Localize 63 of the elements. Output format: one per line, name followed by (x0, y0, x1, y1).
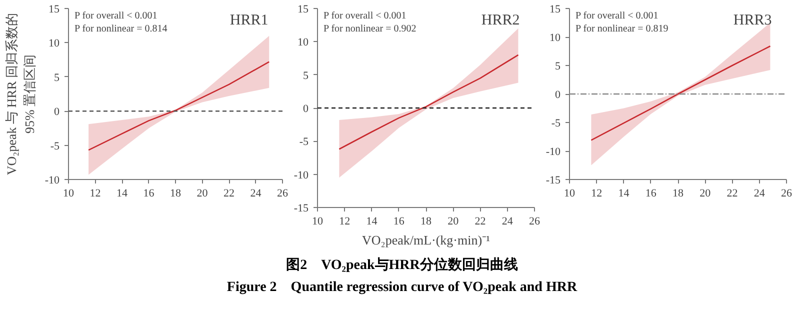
y-tick-label: -10 (294, 169, 309, 182)
y-tick-label: -5 (299, 136, 309, 148)
x-tick-label: 12 (591, 188, 602, 200)
x-tick-label: 20 (196, 188, 208, 200)
y-tick-label: 5 (303, 70, 309, 82)
annotation: P for nonlinear = 0.902 (324, 24, 416, 34)
x-tick-label: 20 (448, 216, 460, 228)
y-tick-label: -15 (294, 202, 309, 214)
y-tick-label: 5 (54, 72, 60, 84)
x-tick-label: 26 (529, 216, 540, 228)
annotation: P for overall < 0.001 (576, 10, 658, 22)
x-tick-label: 18 (170, 188, 182, 200)
x-tick-label: 10 (63, 188, 74, 200)
x-tick-label: 22 (474, 216, 486, 228)
y-tick-label: 0 (555, 89, 561, 101)
y-tick-label: 15 (48, 4, 60, 16)
x-tick-label: 18 (420, 216, 432, 228)
x-tick-label: 26 (277, 188, 288, 200)
x-tick-label: 22 (726, 188, 738, 200)
y-tick-label: -15 (546, 174, 561, 186)
chart-title: HRR3 (733, 12, 772, 28)
line-series (590, 45, 771, 141)
chart-title: HRR1 (230, 12, 268, 28)
annotation: P for overall < 0.001 (324, 10, 406, 22)
line-series (88, 61, 270, 151)
x-tick-label: 18 (672, 188, 684, 200)
x-tick-label: 20 (700, 188, 712, 200)
y-tick-label: 5 (555, 60, 561, 72)
x-tick-label: 16 (143, 188, 155, 200)
x-tick-label: 12 (339, 216, 350, 228)
x-tick-label: 14 (366, 216, 378, 228)
y-tick-label: 15 (298, 4, 309, 16)
y-tick-label: -5 (551, 118, 561, 130)
y-tick-label: 10 (298, 36, 309, 49)
x-tick-label: 24 (754, 188, 766, 200)
y-tick-label: 10 (550, 32, 561, 44)
y-tick-label: 0 (54, 106, 60, 118)
y-tick-label: -10 (546, 146, 561, 158)
y-tick-label: 15 (550, 4, 561, 16)
x-tick-label: 16 (393, 216, 405, 228)
x-tick-label: 24 (502, 216, 514, 228)
x-axis-title: VO₂peak/mL·(kg·min)⁻¹ (362, 232, 490, 248)
x-tick-label: 10 (564, 188, 576, 200)
x-tick-label: 14 (618, 188, 630, 200)
y-axis-title: VO₂peak 与 HRR 回归系数的 95% 置信区间 (4, 12, 37, 176)
y-tick-label: 0 (303, 103, 309, 115)
annotation: P for nonlinear = 0.814 (74, 24, 168, 34)
x-tick-label: 14 (116, 188, 128, 200)
y-tick-label: 10 (48, 38, 60, 50)
annotation: P for nonlinear = 0.819 (576, 24, 668, 34)
y-tick-label: -5 (50, 140, 60, 152)
annotation: P for overall < 0.001 (74, 10, 158, 22)
chart-title: HRR2 (481, 12, 520, 28)
x-tick-label: 12 (90, 188, 101, 200)
x-tick-label: 26 (781, 188, 792, 200)
x-tick-label: 10 (312, 216, 324, 228)
line-series (338, 54, 519, 150)
caption: Figure 2 Quantile regression curve of VO₂peak and HRR (226, 279, 578, 297)
x-tick-label: 24 (250, 188, 262, 200)
x-tick-label: 22 (224, 188, 234, 200)
caption: 图2 VO₂peak与HRR分位数回归曲线 (285, 256, 519, 275)
y-tick-label: -10 (44, 174, 60, 186)
x-tick-label: 16 (645, 188, 657, 200)
